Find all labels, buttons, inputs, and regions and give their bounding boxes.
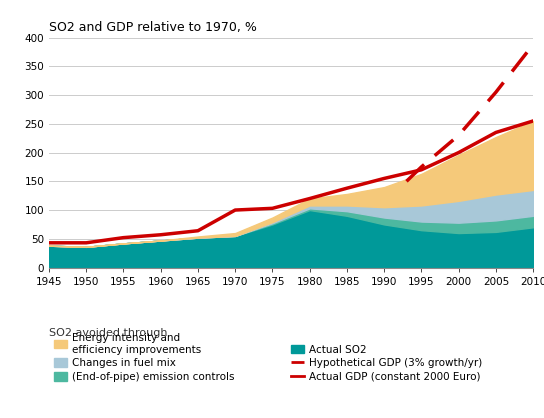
Text: SO2 and GDP relative to 1970, %: SO2 and GDP relative to 1970, % [49,20,257,34]
Text: SO2 avoided through: SO2 avoided through [49,329,168,339]
Legend: Actual SO2, Hypothetical GDP (3% growth/yr), Actual GDP (constant 2000 Euro): Actual SO2, Hypothetical GDP (3% growth/… [292,344,483,382]
